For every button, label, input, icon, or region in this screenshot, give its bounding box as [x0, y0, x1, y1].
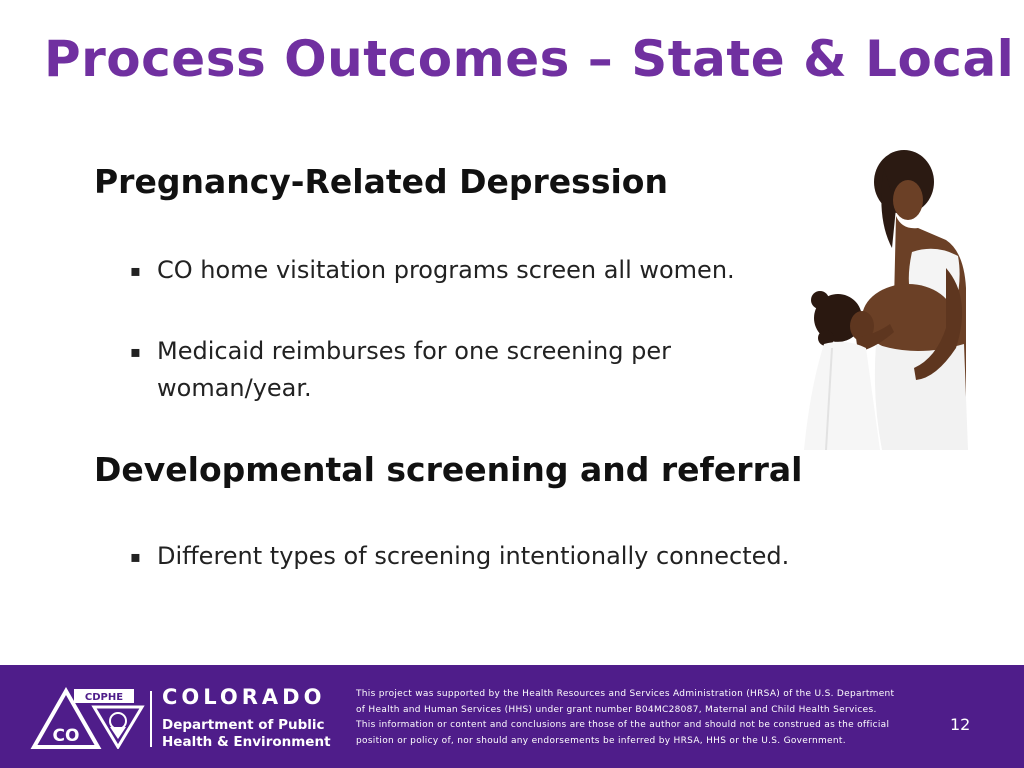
funding-disclaimer: This project was supported by the Health… [356, 689, 895, 746]
logo-divider [150, 691, 152, 747]
bullet-marker-icon: ▪ [130, 547, 141, 566]
bullet-text: CO home visitation programs screen all w… [157, 256, 735, 284]
logo-acronym: CDPHE [85, 692, 123, 703]
bullet-text: Different types of screening intentional… [157, 542, 790, 570]
mother-child-photo [796, 148, 976, 450]
logo-state-name: COLORADO [162, 685, 326, 709]
bullet-item: ▪ Medicaid reimburses for one screening … [130, 333, 810, 407]
section-heading-developmental-screening: Developmental screening and referral [94, 450, 803, 489]
bullet-item: ▪ Different types of screening intention… [130, 538, 810, 575]
bullet-item: ▪ CO home visitation programs screen all… [130, 252, 810, 289]
bullet-marker-icon: ▪ [130, 342, 141, 361]
page-number: 12 [950, 715, 971, 734]
logo-letters: CO [53, 726, 80, 746]
cdphe-logo-icon: CO CDPHE [30, 687, 145, 749]
logo-dept-line-1: Department of Public [162, 717, 325, 733]
section-heading-pregnancy-depression: Pregnancy-Related Depression [94, 162, 668, 201]
footer-bar: CO CDPHE COLORADO Department of Public H… [0, 665, 1024, 768]
bullet-marker-icon: ▪ [130, 261, 141, 280]
slide-title: Process Outcomes – State & Local [44, 30, 1015, 88]
logo-department-name: Department of Public Health & Environmen… [162, 717, 342, 751]
logo-dept-line-2: Health & Environment [162, 734, 331, 750]
bullet-text: Medicaid reimburses for one screening pe… [157, 337, 671, 402]
